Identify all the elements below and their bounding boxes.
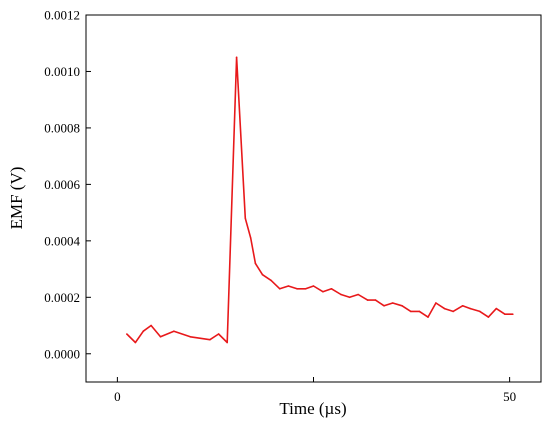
y-axis-title: EMF (V) [7,167,26,230]
data-point [401,305,403,307]
data-point [479,310,481,313]
x-tick-label: 50 [503,389,516,404]
data-point [209,338,211,341]
data-point [312,285,315,287]
data-point [374,299,377,301]
y-tick-label: 0.0000 [44,346,80,361]
data-point [487,316,490,318]
data-point [340,293,342,296]
y-tick-label: 0.0002 [44,290,80,305]
data-point [366,299,369,301]
data-point [512,313,514,316]
data-point [435,302,437,304]
data-point [235,56,238,59]
y-axis: 0.0000 0.0002 0.0004 0.0006 0.0008 0.0010 0.00… [44,8,91,361]
data-point [249,237,252,239]
data-point [134,341,137,344]
data-point [287,285,290,287]
data-point [504,313,506,316]
y-tick-label: 0.0012 [44,8,80,23]
data-point [217,333,220,335]
emf-series-points [126,56,514,344]
x-tick-label: 0 [114,389,121,404]
data-point [126,333,128,335]
y-tick-label: 0.0008 [44,120,80,135]
data-point [357,293,360,296]
data-point [142,330,145,333]
data-point [279,288,281,290]
data-point [150,324,152,327]
data-point [330,288,333,290]
data-point [254,262,257,265]
data-point [410,310,412,313]
data-point [452,310,454,313]
data-point [159,336,162,338]
data-point [270,279,272,282]
data-point [348,296,351,299]
data-point [495,307,498,310]
data-point [418,310,421,313]
plot-frame [85,14,542,383]
data-point [296,288,298,290]
data-point [322,290,324,293]
data-point [244,217,247,220]
y-tick-label: 0.0004 [44,233,80,248]
data-point [226,341,228,344]
data-point [189,336,192,338]
x-axis: 0 50 [114,377,516,404]
y-tick-label: 0.0010 [44,64,80,79]
data-point [469,307,472,310]
x-axis-title: Time (µs) [279,399,346,418]
data-point [427,316,429,318]
y-tick-label: 0.0006 [44,177,80,192]
emf-series-line [126,56,513,344]
data-point [443,307,446,310]
data-point [383,305,385,307]
data-point [304,288,307,290]
data-point [261,273,264,276]
data-point [391,302,394,304]
data-point [461,305,464,307]
data-point [173,330,175,333]
